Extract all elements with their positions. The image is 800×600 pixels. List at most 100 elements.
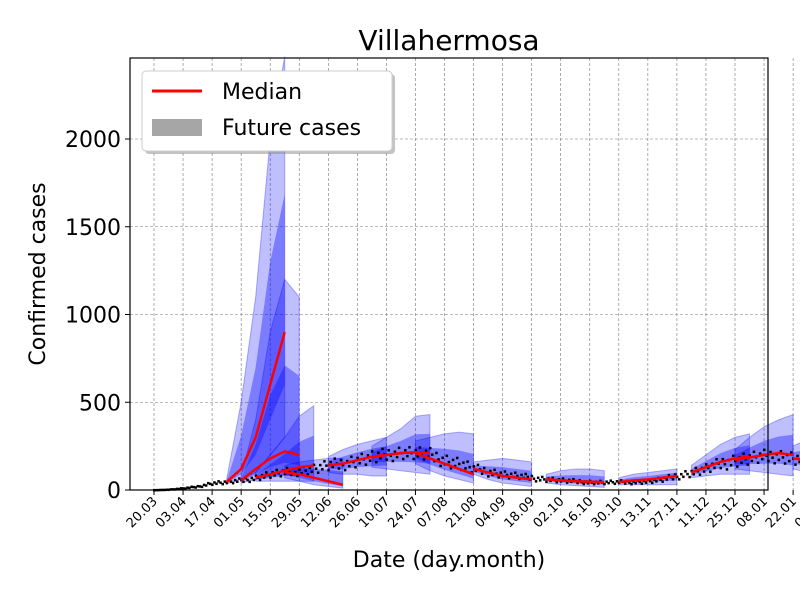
observed-point — [377, 451, 380, 455]
observed-point — [242, 480, 245, 484]
observed-point — [763, 448, 766, 452]
observed-point — [229, 480, 233, 483]
median-line — [546, 477, 605, 484]
observed-point — [794, 463, 797, 466]
observed-point — [252, 478, 256, 482]
observed-point — [509, 472, 513, 476]
median-line — [240, 450, 300, 482]
observed-point — [505, 473, 509, 477]
observed-point — [582, 482, 586, 486]
y-tick-label: 0 — [107, 479, 121, 504]
observed-point — [194, 486, 197, 489]
observed-point — [688, 475, 691, 479]
observed-point — [698, 473, 702, 476]
observed-point — [381, 447, 384, 451]
observed-point — [783, 462, 787, 465]
observed-point — [321, 468, 324, 471]
observed-point — [215, 482, 218, 486]
observed-point — [634, 481, 637, 485]
observed-point — [464, 467, 467, 470]
observed-point — [592, 482, 596, 486]
observed-point — [329, 460, 332, 464]
observed-point — [412, 457, 415, 461]
observed-point — [740, 461, 743, 465]
observed-point — [418, 446, 422, 449]
observed-point — [236, 480, 239, 483]
observed-point — [659, 478, 662, 481]
observed-point — [790, 451, 793, 454]
x-tick-label: 08.01 — [734, 494, 771, 531]
observed-point — [308, 466, 312, 470]
observed-point — [628, 481, 631, 484]
observed-point — [285, 466, 289, 470]
observed-point — [393, 450, 397, 453]
observed-point — [632, 480, 635, 483]
observed-point — [200, 485, 204, 489]
observed-point — [389, 454, 393, 457]
observed-point — [545, 480, 548, 484]
observed-point — [468, 465, 471, 469]
observed-point — [555, 481, 559, 484]
observed-point — [769, 450, 772, 454]
forecast-band-inner — [371, 433, 430, 464]
observed-point — [196, 484, 200, 488]
observed-point — [736, 465, 739, 468]
observed-point — [576, 481, 579, 485]
observed-point — [449, 467, 453, 470]
median-line — [473, 467, 532, 481]
observed-point — [250, 476, 254, 480]
observed-point — [613, 482, 617, 486]
observed-point — [773, 462, 776, 465]
observed-point — [630, 482, 633, 486]
observed-point — [466, 460, 469, 463]
observed-point — [402, 457, 405, 461]
x-tick-label: 22.01 — [763, 494, 800, 531]
observed-point — [289, 473, 293, 477]
observed-point — [395, 455, 399, 459]
observed-point — [742, 452, 745, 455]
observed-point — [350, 455, 353, 459]
observed-point — [530, 474, 534, 478]
observed-point — [644, 481, 648, 484]
legend-future-swatch — [152, 119, 202, 136]
observed-point — [231, 481, 235, 485]
observed-point — [680, 472, 683, 476]
observed-point — [314, 467, 318, 470]
legend-median-label: Median — [222, 80, 302, 105]
observed-point — [777, 458, 781, 462]
observed-point — [447, 460, 451, 464]
observed-point — [453, 464, 457, 468]
observed-point — [487, 475, 490, 478]
observed-point — [198, 485, 202, 488]
observed-point — [798, 460, 800, 464]
observed-point — [694, 466, 698, 470]
observed-point — [686, 472, 689, 476]
y-tick-label: 500 — [79, 391, 121, 416]
observed-point — [665, 478, 669, 481]
observed-point — [273, 474, 276, 477]
x-tick-label: 29.05 — [269, 494, 306, 531]
observed-point — [337, 467, 341, 470]
median-line — [371, 451, 431, 459]
x-tick-label: 27.11 — [647, 494, 684, 531]
observed-point — [472, 465, 476, 468]
observed-point — [175, 487, 179, 491]
observed-point — [219, 481, 222, 484]
observed-point — [609, 479, 612, 482]
chart-title: Villahermosa — [358, 24, 539, 57]
observed-point — [439, 464, 442, 468]
observed-point — [572, 477, 575, 481]
observed-point — [287, 470, 291, 473]
observed-point — [298, 468, 301, 471]
observed-point — [265, 471, 268, 474]
observed-point — [451, 458, 455, 462]
observed-point — [223, 480, 227, 483]
x-tick-label: 03.04 — [153, 494, 190, 531]
x-tick-label: 07.08 — [414, 494, 451, 531]
x-tick-label: 01.05 — [211, 494, 248, 531]
observed-point — [375, 460, 378, 464]
observed-point — [304, 469, 307, 472]
observed-point — [534, 480, 538, 483]
observed-point — [319, 463, 322, 467]
observed-point — [206, 481, 210, 485]
